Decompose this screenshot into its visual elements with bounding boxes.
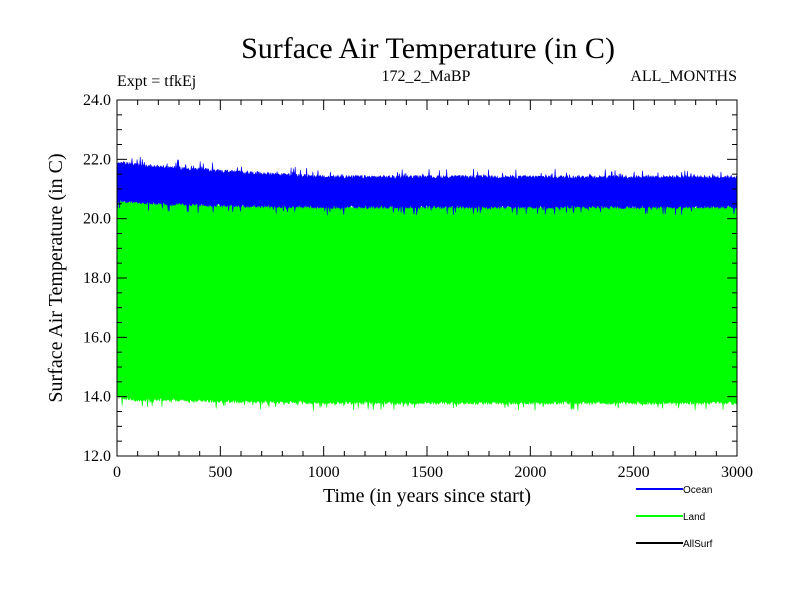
series-layer: [117, 156, 737, 411]
legend-label: AllSurf: [683, 539, 713, 550]
y-tick-label: 24.0: [83, 92, 111, 109]
series-band-ocean: [117, 156, 737, 216]
legend-item-land: Land: [636, 512, 705, 523]
x-tick-label: 1500: [411, 464, 443, 481]
y-tick-label: 12.0: [83, 448, 111, 465]
y-tick-label: 14.0: [83, 389, 111, 406]
x-tick-label: 1000: [308, 464, 340, 481]
x-tick-label: 0: [113, 464, 121, 481]
chart-subtitle-right: ALL_MONTHS: [630, 68, 737, 85]
y-tick-label: 22.0: [83, 151, 111, 168]
series-land: [117, 195, 737, 411]
legend-label: Ocean: [683, 485, 712, 496]
y-tick-label: 20.0: [83, 211, 111, 228]
x-axis-ticks: 0 500 1000 1500 2000 2500 3000: [113, 100, 753, 481]
chart-subtitle-center: 172_2_MaBP: [382, 68, 471, 85]
x-tick-label: 2500: [618, 464, 650, 481]
legend-item-allsurf: AllSurf: [636, 539, 713, 550]
series-ocean: [117, 156, 737, 216]
chart-title: Surface Air Temperature (in C): [241, 32, 615, 65]
y-tick-label: 18.0: [83, 270, 111, 287]
x-tick-label: 3000: [721, 464, 753, 481]
y-axis-label: Surface Air Temperature (in C): [45, 153, 67, 402]
series-band-land: [117, 195, 737, 411]
y-tick-label: 16.0: [83, 329, 111, 346]
chart-subtitle-left: Expt = tfkEj: [117, 73, 196, 90]
legend-item-ocean: Ocean: [636, 485, 712, 496]
legend: Ocean Land AllSurf: [636, 485, 713, 550]
legend-label: Land: [683, 512, 705, 523]
x-tick-label: 500: [208, 464, 232, 481]
y-axis-ticks: 12.0 14.0 16.0 18.0 20.0 22.0 24.0: [83, 92, 737, 465]
x-tick-label: 2000: [514, 464, 546, 481]
x-axis-label: Time (in years since start): [323, 485, 531, 507]
